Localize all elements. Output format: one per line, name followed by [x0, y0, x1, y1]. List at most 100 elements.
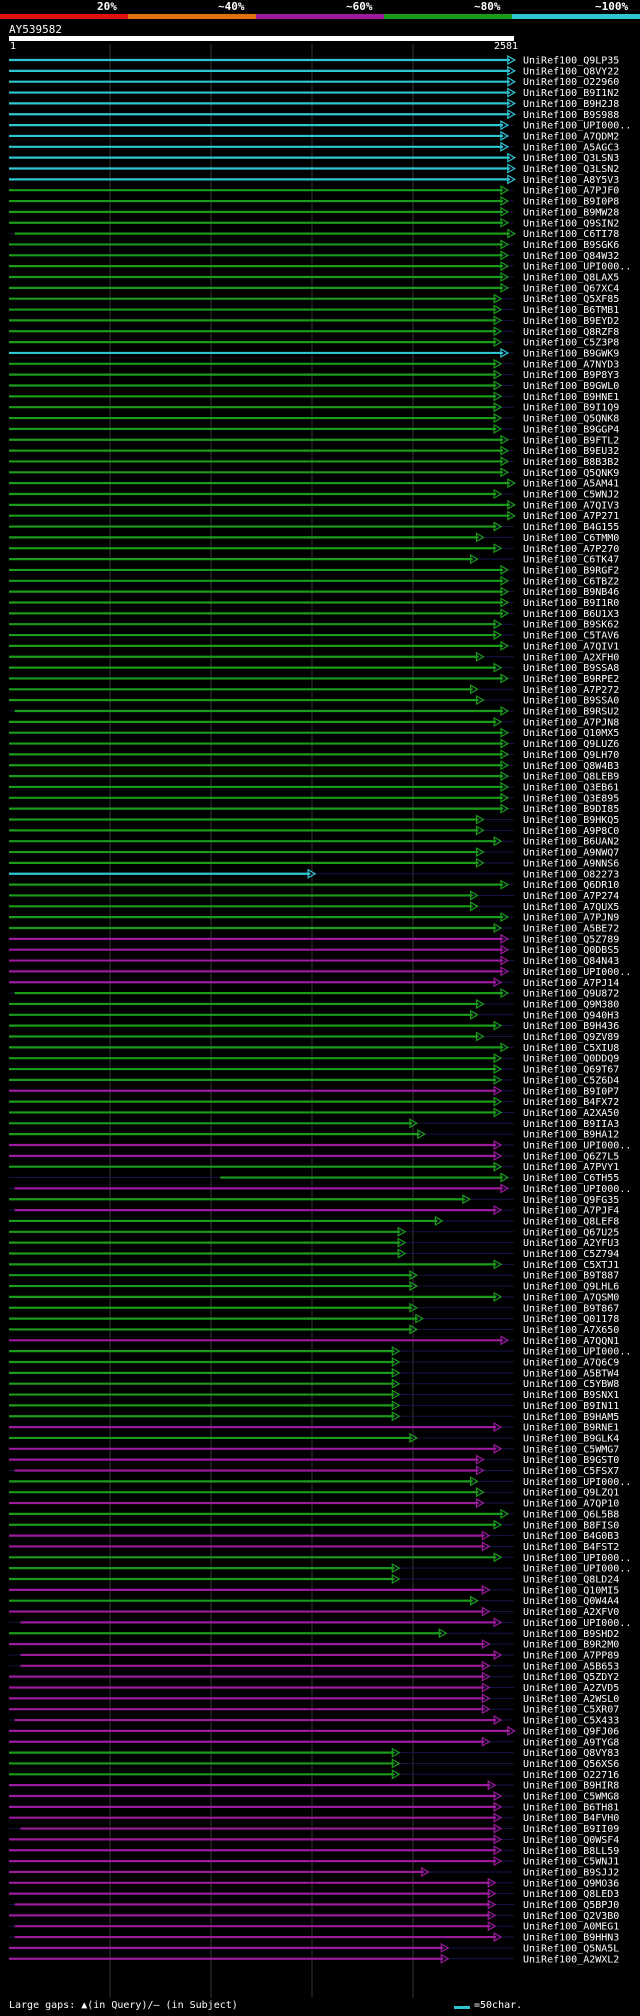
- hit-label[interactable]: UniRef100_A5B653: [523, 1661, 619, 1672]
- hit-label[interactable]: UniRef100_A7P271: [523, 511, 619, 522]
- hit-label[interactable]: UniRef100_A7PJ14: [523, 978, 619, 989]
- hit-label[interactable]: UniRef100_B4G155: [523, 522, 619, 533]
- hit-label[interactable]: UniRef100_Q0W4A4: [523, 1596, 619, 1607]
- hit-label[interactable]: UniRef100_Q6Z7L5: [523, 1151, 619, 1162]
- hit-label[interactable]: UniRef100_B9P8Y3: [523, 370, 619, 381]
- hit-label[interactable]: UniRef100_Q8LEF8: [523, 1216, 619, 1227]
- hit-label[interactable]: UniRef100_A2YFU3: [523, 1238, 619, 1249]
- hit-label[interactable]: UniRef100_Q67U25: [523, 1227, 619, 1238]
- hit-label[interactable]: UniRef100_UPI000..: [523, 262, 631, 273]
- hit-label[interactable]: UniRef100_UPI000..: [523, 1553, 631, 1564]
- hit-label[interactable]: UniRef100_B4FX72: [523, 1097, 619, 1108]
- hit-label[interactable]: UniRef100_B9I1Q9: [523, 403, 619, 414]
- hit-label[interactable]: UniRef100_A2XFH0: [523, 652, 619, 663]
- hit-label[interactable]: UniRef100_B9HNE1: [523, 392, 619, 403]
- hit-label[interactable]: UniRef100_B9SSA0: [523, 696, 619, 707]
- hit-label[interactable]: UniRef100_B9I1R0: [523, 598, 619, 609]
- hit-label[interactable]: UniRef100_C5YBW8: [523, 1379, 619, 1390]
- hit-label[interactable]: UniRef100_C5XTJ1: [523, 1260, 619, 1271]
- hit-label[interactable]: UniRef100_Q9M380: [523, 999, 619, 1010]
- hit-label[interactable]: UniRef100_O82273: [523, 869, 619, 880]
- hit-label[interactable]: UniRef100_B9GWL0: [523, 381, 619, 392]
- hit-label[interactable]: UniRef100_C5X433: [523, 1716, 619, 1727]
- hit-label[interactable]: UniRef100_A2WXL2: [523, 1954, 619, 1965]
- hit-label[interactable]: UniRef100_A7PJN9: [523, 913, 619, 924]
- hit-label[interactable]: UniRef100_A5BTW4: [523, 1368, 619, 1379]
- hit-label[interactable]: UniRef100_A7QSM0: [523, 1292, 619, 1303]
- hit-label[interactable]: UniRef100_B9T887: [523, 1271, 619, 1282]
- hit-label[interactable]: UniRef100_Q9FJ06: [523, 1726, 619, 1737]
- hit-label[interactable]: UniRef100_B9DI85: [523, 804, 619, 815]
- hit-label[interactable]: UniRef100_B4FST2: [523, 1542, 619, 1553]
- hit-label[interactable]: UniRef100_A7PJF4: [523, 1206, 619, 1217]
- hit-label[interactable]: UniRef100_B9HIR8: [523, 1781, 619, 1792]
- hit-label[interactable]: UniRef100_B9EU32: [523, 446, 619, 457]
- hit-label[interactable]: UniRef100_C5XR07: [523, 1705, 619, 1716]
- hit-label[interactable]: UniRef100_Q9SIN2: [523, 218, 619, 229]
- hit-label[interactable]: UniRef100_B9H436: [523, 1021, 619, 1032]
- hit-label[interactable]: UniRef100_UPI000..: [523, 1347, 631, 1358]
- hit-label[interactable]: UniRef100_B9HHN3: [523, 1933, 619, 1944]
- hit-label[interactable]: UniRef100_A7PJF0: [523, 186, 619, 197]
- hit-label[interactable]: UniRef100_A7NYD3: [523, 359, 619, 370]
- hit-label[interactable]: UniRef100_A7X650: [523, 1325, 619, 1336]
- hit-label[interactable]: UniRef100_UPI000..: [523, 1141, 631, 1152]
- hit-label[interactable]: UniRef100_A7Q6C9: [523, 1358, 619, 1369]
- hit-label[interactable]: UniRef100_Q5XF85: [523, 294, 619, 305]
- hit-label[interactable]: UniRef100_B9GWK9: [523, 348, 619, 359]
- hit-label[interactable]: UniRef100_B9RNE1: [523, 1423, 619, 1434]
- hit-label[interactable]: UniRef100_A9P8C0: [523, 826, 619, 837]
- hit-label[interactable]: UniRef100_A7PP89: [523, 1650, 619, 1661]
- hit-label[interactable]: UniRef100_A9TYG8: [523, 1737, 619, 1748]
- hit-label[interactable]: UniRef100_A7QIV3: [523, 500, 619, 511]
- hit-label[interactable]: UniRef100_Q9MO36: [523, 1878, 619, 1889]
- hit-label[interactable]: UniRef100_Q0DDQ9: [523, 1054, 619, 1065]
- hit-label[interactable]: UniRef100_A2WSL0: [523, 1694, 619, 1705]
- hit-label[interactable]: UniRef100_A2XFV0: [523, 1607, 619, 1618]
- hit-label[interactable]: UniRef100_C5WMG7: [523, 1444, 619, 1455]
- hit-label[interactable]: UniRef100_B9GGP4: [523, 424, 619, 435]
- hit-label[interactable]: UniRef100_B9IIA3: [523, 1119, 619, 1130]
- hit-label[interactable]: UniRef100_B9T867: [523, 1303, 619, 1314]
- hit-label[interactable]: UniRef100_Q5Z789: [523, 934, 619, 945]
- hit-label[interactable]: UniRef100_B4G0B3: [523, 1531, 619, 1542]
- hit-label[interactable]: UniRef100_Q8LEB9: [523, 772, 619, 783]
- hit-label[interactable]: UniRef100_A7P270: [523, 544, 619, 555]
- hit-label[interactable]: UniRef100_B9I1N2: [523, 88, 619, 99]
- hit-label[interactable]: UniRef100_Q8W4B3: [523, 761, 619, 772]
- hit-label[interactable]: UniRef100_C6TK47: [523, 555, 619, 566]
- hit-label[interactable]: UniRef100_Q84W32: [523, 251, 619, 262]
- hit-label[interactable]: UniRef100_B9II09: [523, 1824, 619, 1835]
- hit-label[interactable]: UniRef100_Q0WSF4: [523, 1835, 619, 1846]
- hit-label[interactable]: UniRef100_Q6L5B8: [523, 1509, 619, 1520]
- hit-label[interactable]: UniRef100_A7PVY1: [523, 1162, 619, 1173]
- hit-label[interactable]: UniRef100_B6TH81: [523, 1802, 619, 1813]
- hit-label[interactable]: UniRef100_Q8LAX5: [523, 273, 619, 284]
- hit-label[interactable]: UniRef100_Q10MX5: [523, 728, 619, 739]
- hit-label[interactable]: UniRef100_B9GST0: [523, 1455, 619, 1466]
- hit-label[interactable]: UniRef100_O22960: [523, 77, 619, 88]
- hit-label[interactable]: UniRef100_B9SSA8: [523, 663, 619, 674]
- hit-label[interactable]: UniRef100_B9I0P7: [523, 1086, 619, 1097]
- hit-label[interactable]: UniRef100_Q8VY22: [523, 66, 619, 77]
- hit-label[interactable]: UniRef100_A2ZVD5: [523, 1683, 619, 1694]
- hit-label[interactable]: UniRef100_Q6DR10: [523, 880, 619, 891]
- hit-label[interactable]: UniRef100_Q5BPJ0: [523, 1900, 619, 1911]
- hit-label[interactable]: UniRef100_B9S988: [523, 110, 619, 121]
- hit-label[interactable]: UniRef100_B6UAN2: [523, 837, 619, 848]
- hit-label[interactable]: UniRef100_B9SHD2: [523, 1629, 619, 1640]
- hit-label[interactable]: UniRef100_Q8LED3: [523, 1889, 619, 1900]
- hit-label[interactable]: UniRef100_C5TAV6: [523, 631, 619, 642]
- hit-label[interactable]: UniRef100_A7QIV1: [523, 641, 619, 652]
- hit-label[interactable]: UniRef100_Q9LHL6: [523, 1282, 619, 1293]
- hit-label[interactable]: UniRef100_Q10MI5: [523, 1585, 619, 1596]
- hit-label[interactable]: UniRef100_B8LL59: [523, 1846, 619, 1857]
- hit-label[interactable]: UniRef100_C5XIU8: [523, 1043, 619, 1054]
- hit-label[interactable]: UniRef100_B9R2M0: [523, 1640, 619, 1651]
- hit-label[interactable]: UniRef100_C5FSX7: [523, 1466, 619, 1477]
- hit-label[interactable]: UniRef100_B4FVH0: [523, 1813, 619, 1824]
- hit-label[interactable]: UniRef100_Q9FG35: [523, 1195, 619, 1206]
- hit-label[interactable]: UniRef100_Q9ZV89: [523, 1032, 619, 1043]
- hit-label[interactable]: UniRef100_B9SGK6: [523, 240, 619, 251]
- hit-label[interactable]: UniRef100_C5WNJ1: [523, 1857, 619, 1868]
